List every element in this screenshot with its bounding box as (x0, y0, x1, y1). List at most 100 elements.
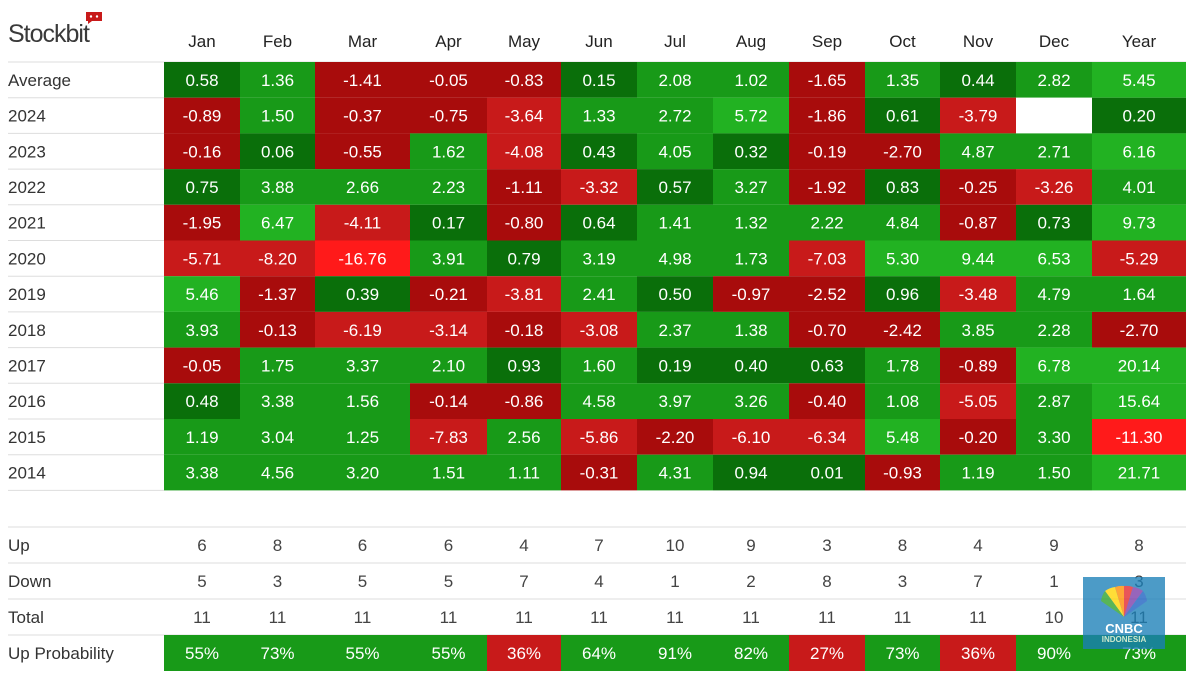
heatmap-cell (1016, 240, 1092, 277)
row-label: 2020 (8, 249, 46, 268)
heatmap-cell (865, 311, 940, 348)
cell-value: -3.81 (505, 285, 544, 304)
heatmap-cell (713, 204, 789, 241)
heatmap-cell (637, 347, 713, 384)
heatmap-cell (561, 97, 637, 134)
heatmap-cell (164, 311, 240, 348)
cell-value: -0.93 (883, 464, 922, 483)
cell-value: -4.08 (505, 142, 544, 161)
column-header: Feb (263, 32, 292, 51)
cell-value: 0.93 (507, 356, 540, 375)
stat-value: 11 (515, 608, 533, 627)
cell-value: 4.98 (658, 249, 691, 268)
heatmap-cell (713, 240, 789, 277)
heatmap-cell (1016, 347, 1092, 384)
cell-value: 2.82 (1037, 71, 1070, 90)
probability-value: 55% (185, 644, 219, 663)
heatmap-cell (164, 204, 240, 241)
heatmap-cell (561, 311, 637, 348)
heatmap-cell (865, 454, 940, 491)
heatmap-cell (637, 97, 713, 134)
probability-value: 91% (658, 644, 692, 663)
row-label: 2014 (8, 464, 46, 483)
cell-value: -8.20 (258, 249, 297, 268)
heatmap-cell (940, 62, 1016, 98)
heatmap-cell (1016, 276, 1092, 312)
cell-value: 3.88 (261, 178, 294, 197)
heatmap-cell (561, 383, 637, 419)
probability-cell (865, 635, 940, 671)
heatmap-cell (1092, 454, 1186, 491)
stat-value: 10 (1045, 608, 1064, 627)
stat-value: 11 (440, 608, 458, 627)
stat-value: 5 (444, 572, 453, 591)
heatmap-cell (713, 347, 789, 384)
stat-value: 11 (590, 608, 608, 627)
stat-value: 11 (742, 608, 760, 627)
heatmap-cell (865, 62, 940, 98)
row-label: 2023 (8, 142, 46, 161)
cell-value: 1.51 (432, 464, 465, 483)
heatmap-cell (637, 62, 713, 98)
cell-value: 1.50 (261, 107, 294, 126)
cell-value: 5.72 (734, 107, 767, 126)
watermark-line1: CNBC (1105, 621, 1143, 636)
cell-value: 3.04 (261, 428, 294, 447)
cell-value: -1.11 (505, 178, 543, 197)
cell-value: 2.37 (658, 321, 691, 340)
cell-value: -6.10 (732, 428, 771, 447)
heatmap-cell (410, 169, 487, 205)
heatmap-cell (487, 276, 561, 312)
heatmap-cell (240, 419, 315, 455)
cell-value: 0.79 (507, 249, 540, 268)
stat-value: 4 (519, 536, 528, 555)
cell-value: 0.39 (346, 285, 379, 304)
heatmap-cell (1092, 240, 1186, 277)
heatmap-cell (1016, 204, 1092, 241)
heatmap-cell (789, 276, 865, 312)
stat-value: 10 (666, 536, 685, 555)
cnbc-indonesia-watermark: CNBC INDONESIA (1083, 577, 1165, 649)
cell-value: 3.93 (185, 321, 218, 340)
row-label: 2018 (8, 321, 46, 340)
probability-value: 36% (507, 644, 541, 663)
heatmap-cell (315, 97, 410, 134)
heatmap-cell (789, 311, 865, 348)
cell-value: 6.47 (261, 214, 294, 233)
heatmap-cell (713, 276, 789, 312)
cell-value: -0.75 (429, 107, 468, 126)
cell-value: -0.87 (959, 214, 998, 233)
cell-value: 4.01 (1122, 178, 1155, 197)
cell-value: 15.64 (1118, 392, 1161, 411)
cell-value: 0.50 (658, 285, 691, 304)
heatmap-cell (487, 419, 561, 455)
cell-value: -1.95 (183, 214, 222, 233)
stat-value: 8 (898, 536, 907, 555)
heatmap-cell (865, 97, 940, 134)
cell-value: -1.37 (258, 285, 297, 304)
probability-value: 73% (885, 644, 919, 663)
cell-value: 3.30 (1037, 428, 1070, 447)
cell-value: 0.01 (810, 464, 843, 483)
heatmap-cell (487, 383, 561, 419)
heatmap-cell (713, 311, 789, 348)
cell-value: 0.17 (432, 214, 465, 233)
cell-value: 2.10 (432, 356, 465, 375)
heatmap-cell (940, 454, 1016, 491)
heatmap-cell (315, 62, 410, 98)
heatmap-cell (315, 240, 410, 277)
heatmap-cell (789, 97, 865, 134)
heatmap-cell (789, 383, 865, 419)
probability-label: Up Probability (8, 644, 114, 663)
cell-value: 20.14 (1118, 356, 1161, 375)
probability-cell (561, 635, 637, 671)
column-header: Dec (1039, 32, 1070, 51)
heatmap-cell (713, 133, 789, 170)
cell-value: 0.64 (582, 214, 615, 233)
cell-value: 1.19 (961, 464, 994, 483)
cell-value: 1.75 (261, 356, 294, 375)
cell-value: 0.40 (734, 356, 767, 375)
cell-value: 3.37 (346, 356, 379, 375)
cell-value: -0.14 (429, 392, 468, 411)
